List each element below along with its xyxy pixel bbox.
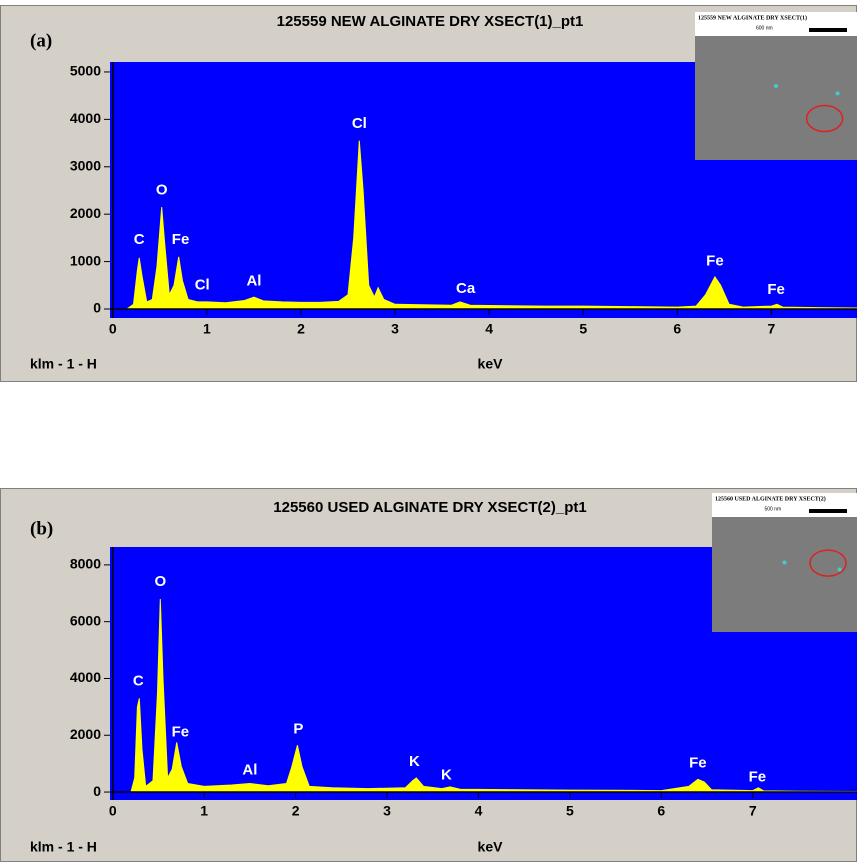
x-axis-label: keV [478, 839, 504, 855]
inset-point [838, 567, 842, 571]
x-tick-label: 0 [109, 321, 117, 337]
peak-label: C [134, 231, 145, 248]
peak-label: O [156, 181, 168, 198]
peak-label: Ca [456, 280, 476, 297]
footer-label: klm - 1 - H [30, 356, 97, 372]
inset-image [695, 36, 857, 160]
peak-label: Cl [352, 115, 367, 132]
peak-label: K [409, 753, 420, 770]
y-tick-label: 8000 [70, 556, 101, 572]
peak-label: K [441, 767, 452, 784]
peak-label: Al [242, 762, 257, 779]
y-tick-label: 0 [93, 783, 101, 799]
y-tick-label: 6000 [70, 612, 101, 628]
inset-point [783, 561, 787, 565]
peak-label: Fe [689, 755, 707, 772]
peak-label: Fe [172, 723, 190, 740]
inset-scale: 600 nm [756, 25, 773, 31]
peak-label: Fe [749, 768, 767, 785]
chart-title: 125560 USED ALGINATE DRY XSECT(2)_pt1 [273, 499, 586, 516]
x-tick-label: 5 [566, 803, 574, 819]
x-tick-label: 6 [657, 803, 665, 819]
y-tick-label: 3000 [70, 157, 101, 173]
x-tick-label: 3 [391, 321, 399, 337]
peak-label: Fe [767, 281, 785, 298]
inset-title: 125559 NEW ALGINATE DRY XSECT(1) [698, 14, 807, 21]
x-tick-label: 4 [475, 803, 483, 819]
y-tick-label: 1000 [70, 252, 101, 268]
x-tick-label: 3 [383, 803, 391, 819]
inset-title: 125560 USED ALGINATE DRY XSECT(2) [715, 495, 826, 502]
x-axis-label: keV [478, 356, 504, 372]
peak-label: Cl [195, 276, 210, 293]
y-tick-label: 2000 [70, 726, 101, 742]
x-tick-label: 4 [485, 321, 493, 337]
figure: 0 1000 2000 3000 4000 5000 0 1 2 3 4 5 6 7 C O Fe Cl Al Cl C… [0, 0, 857, 862]
x-tick-label: 2 [297, 321, 305, 337]
chart-title: 125559 NEW ALGINATE DRY XSECT(1)_pt1 [277, 13, 584, 30]
panel-label: (b) [30, 518, 53, 539]
x-tick-label: 0 [109, 803, 117, 819]
x-tick-label: 1 [200, 803, 208, 819]
peak-label: O [154, 573, 166, 590]
inset-scalebar [809, 28, 847, 32]
panel: 0 1000 2000 3000 4000 5000 0 1 2 3 4 5 6 7 C O Fe Cl Al Cl C… [1, 6, 857, 382]
x-tick-label: 6 [673, 321, 681, 337]
inset-scale: 500 nm [765, 506, 782, 512]
inset-scalebar [809, 509, 847, 513]
panel-label: (a) [30, 30, 52, 51]
y-tick-label: 5000 [70, 63, 101, 79]
x-tick-label: 7 [767, 321, 775, 337]
peak-label: Al [246, 272, 261, 289]
footer-label: klm - 1 - H [30, 839, 97, 855]
inset-point [774, 84, 778, 88]
peak-label: P [293, 721, 303, 738]
peak-label: Fe [706, 253, 724, 270]
x-tick-label: 1 [203, 321, 211, 337]
peak-label: Fe [172, 231, 190, 248]
inset-point [836, 91, 840, 95]
y-tick-label: 4000 [70, 669, 101, 685]
x-tick-label: 7 [749, 803, 757, 819]
y-tick-label: 2000 [70, 205, 101, 221]
x-tick-label: 2 [292, 803, 300, 819]
y-tick-label: 0 [93, 300, 101, 316]
x-tick-label: 5 [579, 321, 587, 337]
panel: 0 2000 4000 6000 8000 0 1 2 3 4 5 6 7 C O Fe Al P K K Fe Fe 12… [1, 489, 857, 862]
y-tick-label: 4000 [70, 110, 101, 126]
peak-label: C [133, 672, 144, 689]
